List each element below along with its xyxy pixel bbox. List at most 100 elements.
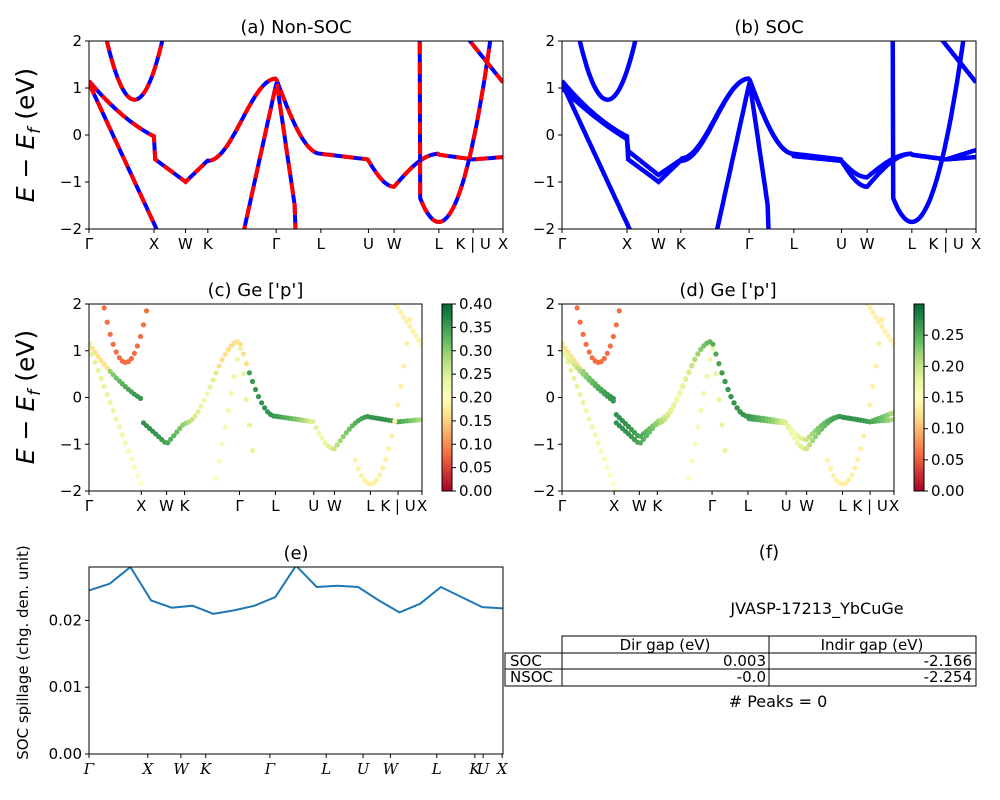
band-point xyxy=(637,440,644,446)
x-tick-label: Γ xyxy=(708,497,717,515)
band-point xyxy=(598,448,604,454)
band-point xyxy=(698,346,704,352)
colorbar-tick-label: 0.05 xyxy=(931,451,964,469)
band-point xyxy=(343,430,349,436)
band-point xyxy=(119,432,125,438)
y-tick-label: −2 xyxy=(533,482,555,500)
band-point xyxy=(728,394,734,400)
band-point xyxy=(319,435,325,441)
band-point xyxy=(211,493,216,498)
band-point xyxy=(562,351,568,357)
band-point xyxy=(604,464,610,470)
band-point xyxy=(374,477,380,483)
table-cell: -0.0 xyxy=(737,668,766,686)
band-point xyxy=(677,389,683,395)
band-point xyxy=(243,361,249,367)
band-point xyxy=(698,407,704,413)
band-point xyxy=(98,357,104,363)
band-point xyxy=(589,424,595,430)
band-line xyxy=(562,76,976,180)
band-point xyxy=(213,475,219,481)
band-point xyxy=(613,322,619,328)
panel-d-frame xyxy=(561,303,895,492)
scatter-points xyxy=(562,292,894,491)
y-tick-label: −2 xyxy=(60,482,82,500)
x-tick-label: Γ xyxy=(83,760,95,778)
panel-f-title: (f) xyxy=(759,542,779,563)
x-tick-label: K | U xyxy=(455,235,490,253)
band-point xyxy=(620,292,625,297)
x-tick-label: W xyxy=(387,235,402,253)
x-tick-label: Γ xyxy=(558,497,567,515)
band-point xyxy=(410,328,416,334)
band-point xyxy=(806,442,813,448)
x-tick-label: W xyxy=(799,497,814,515)
band-point xyxy=(198,403,204,409)
band-point xyxy=(395,402,401,408)
band-point xyxy=(116,355,122,361)
band-point xyxy=(731,400,737,406)
band-point xyxy=(95,367,101,373)
y-tick-label: 0 xyxy=(72,389,82,407)
band-point xyxy=(192,413,198,419)
band-point xyxy=(346,426,352,432)
band-point xyxy=(610,398,616,404)
colorbar-tick-label: 0.30 xyxy=(459,342,492,360)
band-point xyxy=(695,424,701,430)
panel-c: (c) Ge ['p']210−1−2Γ X W K Γ L U W L K | U X0.400.… xyxy=(60,280,493,515)
x-tick-label: K | U xyxy=(928,235,963,253)
band-point xyxy=(101,383,107,389)
band-point xyxy=(719,422,725,428)
x-tick-label: L xyxy=(908,235,917,253)
x-tick-label: U xyxy=(363,235,374,253)
band-point xyxy=(583,341,589,347)
band-point xyxy=(216,363,222,369)
band-point xyxy=(352,457,358,463)
band-point xyxy=(355,466,361,472)
band-point xyxy=(686,475,692,481)
y-tick-label: 1 xyxy=(545,342,555,360)
spillage-line xyxy=(89,567,503,615)
band-point xyxy=(719,370,725,376)
band-point xyxy=(246,422,252,428)
band-point xyxy=(171,433,177,439)
y-tick-label: −1 xyxy=(533,173,555,191)
band-point xyxy=(882,328,888,334)
band-point xyxy=(228,390,234,396)
band-point xyxy=(134,472,140,478)
band-point xyxy=(104,319,110,325)
band-point xyxy=(704,373,710,379)
y-tick-label: −1 xyxy=(60,435,82,453)
colorbar-tick-label: 0.35 xyxy=(459,318,492,336)
band-point xyxy=(137,480,144,486)
y-tick-label: 2 xyxy=(72,32,82,50)
band-point xyxy=(674,396,680,402)
band-point xyxy=(140,322,147,328)
band-point xyxy=(722,378,728,385)
band-point xyxy=(589,355,595,361)
panel-d: (d) Ge ['p']210−1−2Γ X W K Γ L U W L K | U X0.250.… xyxy=(533,280,965,515)
colorbar-tick-label: 0.10 xyxy=(459,435,492,453)
band-point xyxy=(568,367,574,373)
band-point xyxy=(243,396,249,403)
band-point xyxy=(240,371,246,377)
spillage-axis-label: SOC spillage (chg. den. unit) xyxy=(14,545,32,760)
band-point xyxy=(98,375,104,381)
x-tick-label: Γ xyxy=(235,497,244,515)
band-point xyxy=(143,308,150,314)
band-point xyxy=(313,425,319,431)
band-point xyxy=(785,423,792,429)
colorbar-tick-label: 0.05 xyxy=(459,459,492,477)
band-point xyxy=(580,400,586,406)
gap-table: Dir gap (eV) Indir gap (eV) SOC 0.003 -2… xyxy=(504,635,977,687)
band-point xyxy=(592,432,598,438)
band-point xyxy=(395,305,401,311)
x-tick-label: L xyxy=(320,760,331,778)
x-tick-label: X xyxy=(971,235,981,253)
panel-e-frame xyxy=(88,566,504,755)
band-point xyxy=(219,441,225,447)
band-point xyxy=(616,308,622,314)
band-point xyxy=(392,304,398,306)
